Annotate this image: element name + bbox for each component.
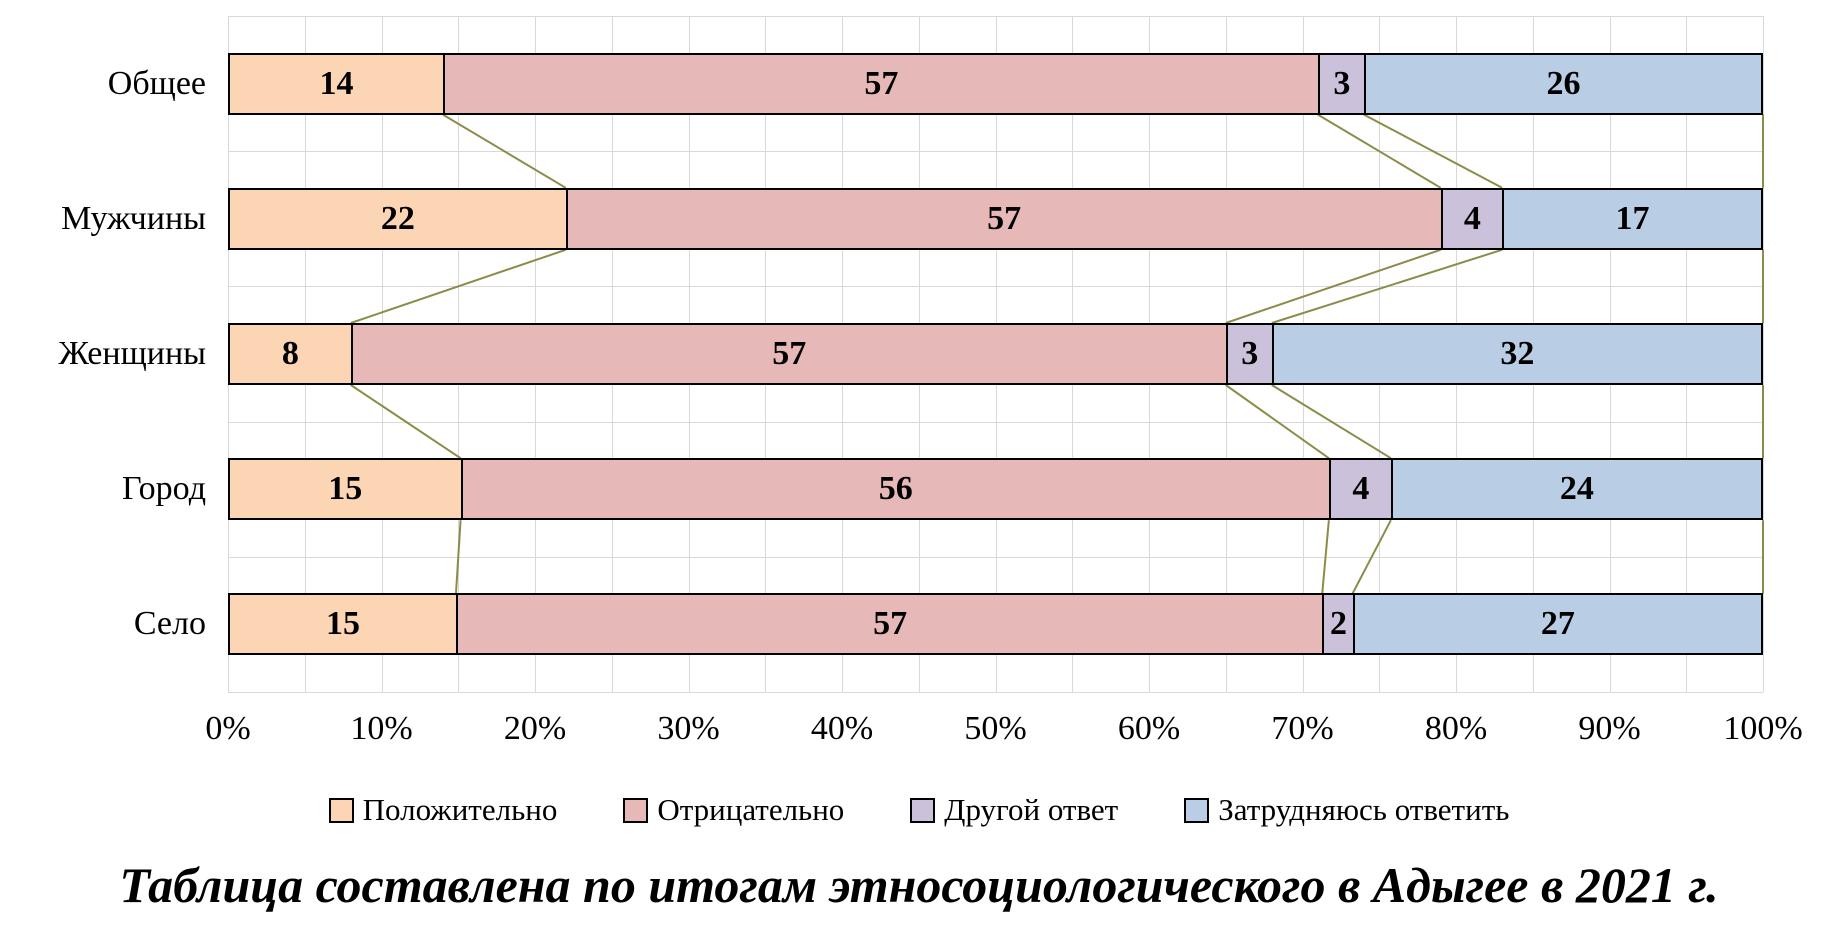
bar-segment: 4 — [1328, 458, 1393, 521]
bar-value-label: 57 — [772, 335, 807, 372]
x-axis-tick-label: 70% — [1271, 710, 1334, 747]
connector-line — [1271, 248, 1503, 324]
bar-value-label: 15 — [325, 605, 360, 643]
legend-label: Положительно — [362, 792, 558, 827]
connector-line — [442, 113, 567, 189]
x-axis-tick-label: 60% — [1117, 710, 1181, 747]
legend-item: Затрудняюсь ответить — [1184, 792, 1509, 828]
connector-line — [454, 520, 462, 594]
category-label: Город — [122, 470, 206, 508]
x-axis-tick-label: 30% — [657, 710, 720, 747]
x-axis-tick-label: 40% — [810, 710, 874, 747]
bar-value-label: 32 — [1500, 335, 1535, 372]
gridline-horizontal — [228, 151, 1763, 153]
bar-value-label: 8 — [281, 335, 299, 372]
bar-segment: 57 — [565, 187, 1443, 250]
connector-line — [1351, 519, 1392, 594]
bar-value-label: 56 — [878, 470, 913, 508]
bar-value-label: 15 — [328, 470, 363, 508]
legend-item: Положительно — [328, 792, 558, 828]
gridline-horizontal — [228, 16, 1763, 17]
connector-line — [350, 384, 462, 460]
category-label: Село — [133, 605, 206, 643]
gridline-horizontal — [228, 692, 1763, 693]
caption: Таблица составлена по итогам этносоциоло… — [119, 857, 1719, 913]
legend-label: Отрицательно — [657, 792, 845, 827]
gridline-horizontal — [228, 286, 1763, 288]
bar-segment: 3 — [1225, 323, 1274, 385]
bar-segment: 32 — [1271, 323, 1763, 385]
connector-line — [1363, 113, 1503, 189]
bar-value-label: 57 — [864, 64, 899, 102]
bar-segment: 27 — [1352, 593, 1763, 656]
bar-value-label: 57 — [987, 199, 1022, 237]
legend-swatch — [910, 797, 936, 823]
legend-label: Затрудняюсь ответить — [1218, 792, 1510, 827]
bar-value-label: 24 — [1559, 470, 1594, 508]
gridline-horizontal — [228, 421, 1763, 423]
bar-value-label: 4 — [1352, 470, 1370, 508]
category-label: Общее — [107, 64, 206, 102]
legend-item: Другой ответ — [910, 792, 1118, 828]
chart-legend: Положительно Отрицательно Другой ответ Затр… — [0, 792, 1838, 828]
x-axis-tick-label: 20% — [503, 710, 567, 747]
x-axis-tick-label: 100% — [1723, 710, 1803, 747]
bar-segment: 8 — [228, 323, 353, 385]
gridline-horizontal — [228, 556, 1763, 558]
legend-label: Другой ответ — [944, 792, 1119, 827]
x-axis-tick-label: 50% — [964, 710, 1027, 747]
connector-line — [1321, 520, 1330, 594]
bar-segment: 14 — [228, 52, 445, 115]
bar-segment: 57 — [455, 593, 1325, 656]
bar-segment: 17 — [1502, 187, 1763, 250]
legend-item: Отрицательно — [623, 792, 844, 828]
gridline-vertical — [1763, 16, 1764, 692]
category-label: Мужчины — [61, 199, 206, 237]
category-label: Женщины — [58, 335, 206, 372]
bar-value-label: 26 — [1546, 64, 1581, 102]
bar-value-label: 22 — [380, 199, 415, 237]
connector-line — [1271, 384, 1392, 460]
connector-line — [1225, 384, 1330, 460]
bar-segment: 4 — [1440, 187, 1505, 250]
bar-segment: 15 — [228, 593, 458, 656]
bar-segment: 56 — [460, 458, 1331, 521]
x-axis-tick-label: 90% — [1578, 710, 1641, 747]
bar-value-label: 27 — [1540, 605, 1575, 643]
x-axis-tick-label: 10% — [350, 710, 413, 747]
connector-line — [1225, 248, 1441, 324]
connector-line — [1317, 113, 1442, 189]
legend-swatch — [623, 797, 649, 823]
bar-segment: 24 — [1390, 458, 1763, 521]
bar-value-label: 17 — [1615, 199, 1650, 237]
bar-segment: 22 — [228, 187, 568, 250]
bar-segment: 3 — [1317, 52, 1366, 115]
bar-value-label: 4 — [1463, 199, 1481, 237]
bar-value-label: 14 — [319, 64, 354, 102]
bar-segment: 57 — [350, 323, 1228, 385]
bar-value-label: 3 — [1333, 64, 1351, 102]
bar-value-label: 57 — [873, 605, 908, 643]
legend-swatch — [328, 797, 354, 823]
bar-value-label: 2 — [1329, 605, 1347, 643]
bar-segment: 26 — [1363, 52, 1763, 115]
bar-segment: 57 — [442, 52, 1320, 115]
bar-value-label: 3 — [1241, 335, 1259, 372]
x-axis-tick-label: 0% — [205, 710, 251, 747]
connector-line — [350, 248, 567, 324]
bar-segment: 15 — [228, 458, 463, 521]
legend-swatch — [1184, 797, 1210, 823]
bar-segment: 2 — [1322, 593, 1355, 656]
x-axis-tick-label: 80% — [1424, 710, 1488, 747]
